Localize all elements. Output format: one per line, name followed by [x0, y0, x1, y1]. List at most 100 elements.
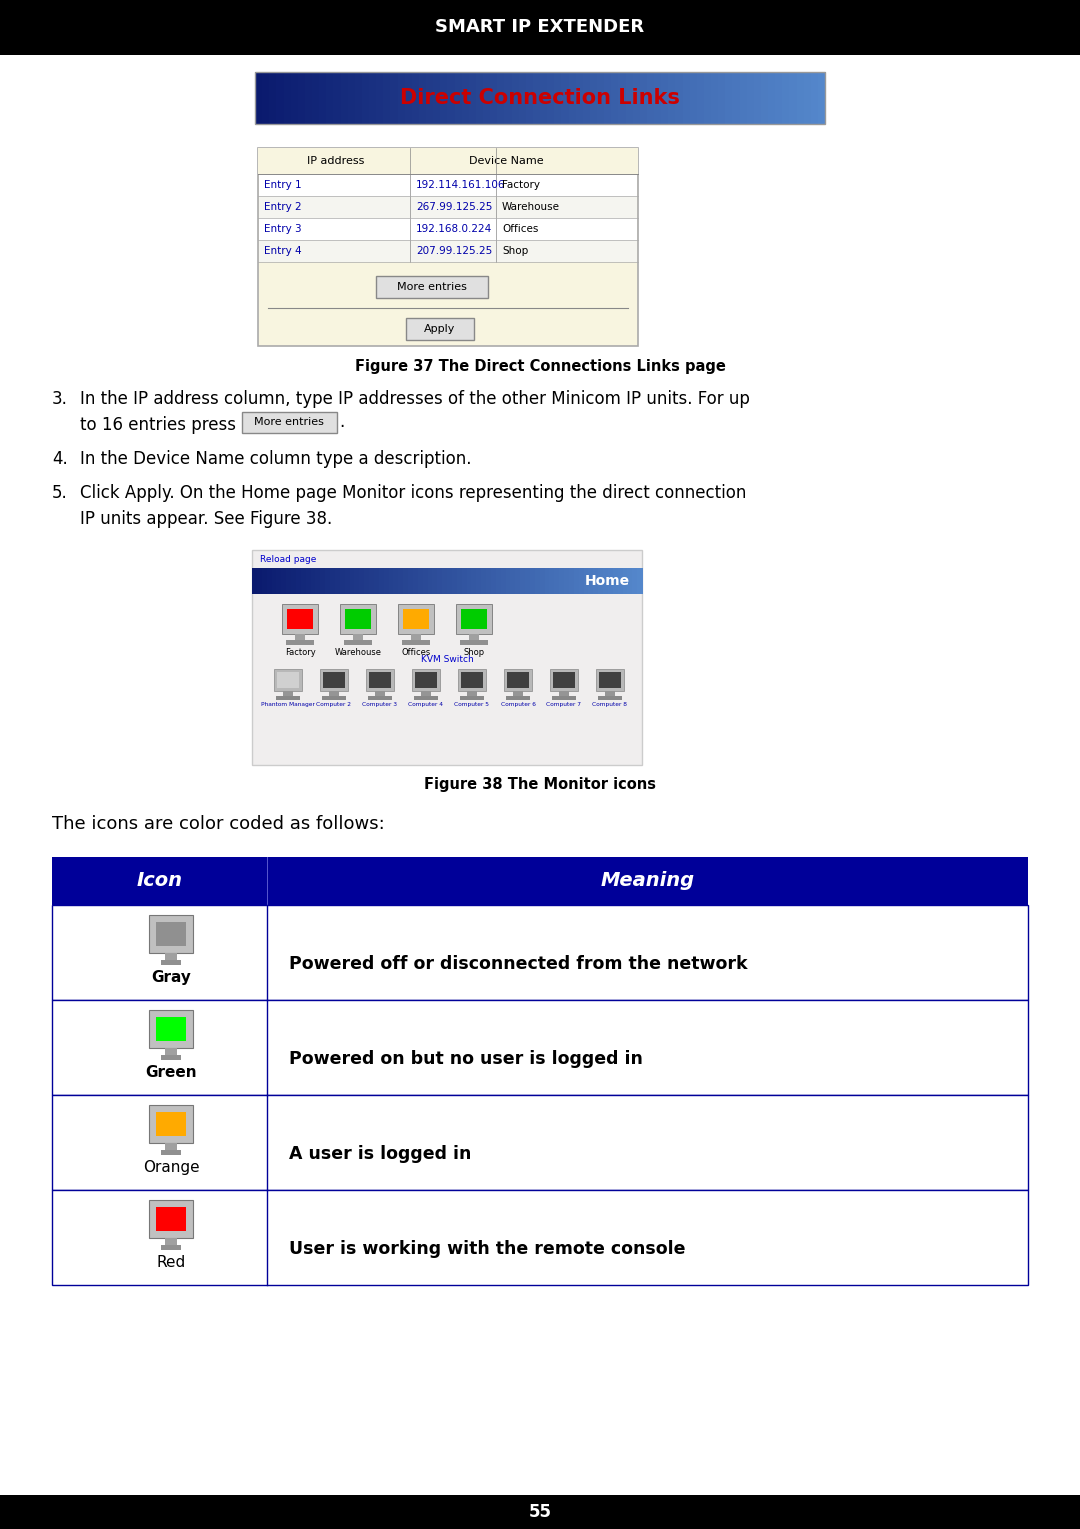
Bar [441, 72, 448, 124]
Bar [544, 567, 551, 593]
Bar [0, 1495, 1080, 1529]
Bar [460, 641, 488, 645]
Bar [597, 72, 605, 124]
Bar [383, 567, 390, 593]
Bar [501, 567, 507, 593]
Bar [507, 696, 530, 700]
Bar [242, 411, 337, 433]
Text: Orange: Orange [144, 1161, 200, 1174]
Text: Warehouse: Warehouse [502, 202, 561, 213]
Bar [393, 567, 400, 593]
Bar [540, 72, 549, 124]
Bar [579, 567, 584, 593]
Bar [311, 567, 316, 593]
Text: Gray: Gray [151, 969, 191, 985]
Bar [804, 72, 812, 124]
Bar [457, 567, 462, 593]
Bar [632, 567, 638, 593]
Bar [340, 604, 376, 635]
Bar [554, 72, 563, 124]
Bar [675, 72, 684, 124]
Bar [165, 1047, 177, 1055]
Bar [422, 567, 429, 593]
Bar [415, 673, 437, 688]
Bar [618, 567, 623, 593]
Bar [165, 953, 177, 960]
Bar [433, 72, 442, 124]
Text: Reload page: Reload page [260, 555, 316, 564]
Bar [312, 72, 320, 124]
Text: Red: Red [157, 1255, 186, 1271]
Text: Offices: Offices [402, 648, 431, 657]
Bar [348, 72, 355, 124]
Bar [481, 567, 487, 593]
Bar [259, 240, 637, 261]
Bar [376, 277, 488, 298]
Bar [559, 691, 569, 696]
Bar [490, 72, 498, 124]
Bar [418, 567, 423, 593]
Text: 55: 55 [528, 1503, 552, 1521]
Bar [345, 641, 372, 645]
Bar [368, 696, 392, 700]
Bar [322, 696, 346, 700]
Bar [354, 567, 361, 593]
Bar [608, 567, 613, 593]
Bar [300, 567, 307, 593]
Bar [451, 567, 458, 593]
Bar [596, 670, 624, 691]
Bar [564, 567, 570, 593]
Text: Powered on but no user is logged in: Powered on but no user is logged in [289, 1050, 643, 1067]
Text: Figure 37 The Direct Connections Links page: Figure 37 The Direct Connections Links p… [354, 358, 726, 373]
Text: 4.: 4. [52, 450, 68, 468]
Bar [258, 148, 638, 174]
Text: Direct Connection Links: Direct Connection Links [400, 89, 680, 109]
Bar [320, 670, 348, 691]
Bar [262, 72, 270, 124]
Bar [276, 567, 282, 593]
Bar [782, 72, 791, 124]
Bar [383, 72, 391, 124]
Bar [161, 1150, 181, 1154]
Text: 5.: 5. [52, 485, 68, 502]
Bar [156, 922, 186, 946]
Bar [568, 72, 577, 124]
Bar [411, 72, 420, 124]
Bar [761, 72, 769, 124]
Bar [319, 72, 327, 124]
Bar [603, 567, 609, 593]
Bar [811, 72, 819, 124]
Bar [257, 567, 262, 593]
Text: A user is logged in: A user is logged in [289, 1145, 471, 1164]
Bar [775, 72, 783, 124]
Bar [428, 567, 433, 593]
Text: SMART IP EXTENDER: SMART IP EXTENDER [435, 18, 645, 37]
Bar [718, 72, 726, 124]
Text: Icon: Icon [136, 872, 183, 890]
Bar [550, 670, 578, 691]
Bar [274, 670, 302, 691]
Bar [149, 1105, 193, 1144]
Bar [156, 1112, 186, 1136]
Bar [483, 72, 491, 124]
Bar [654, 72, 662, 124]
Bar [661, 72, 670, 124]
Bar [598, 696, 622, 700]
Bar [789, 72, 797, 124]
Bar [421, 691, 431, 696]
Bar [550, 567, 555, 593]
Bar [0, 0, 1080, 55]
Text: Entry 2: Entry 2 [264, 202, 301, 213]
Bar [627, 567, 633, 593]
Text: 192.114.161.106: 192.114.161.106 [416, 180, 505, 190]
Bar [442, 567, 448, 593]
Bar [604, 72, 612, 124]
Bar [411, 670, 440, 691]
Bar [507, 673, 529, 688]
Bar [369, 567, 375, 593]
Text: In the Device Name column type a description.: In the Device Name column type a descrip… [80, 450, 472, 468]
Text: .: . [339, 413, 345, 431]
Bar [345, 567, 351, 593]
Bar [281, 567, 287, 593]
Bar [402, 641, 430, 645]
